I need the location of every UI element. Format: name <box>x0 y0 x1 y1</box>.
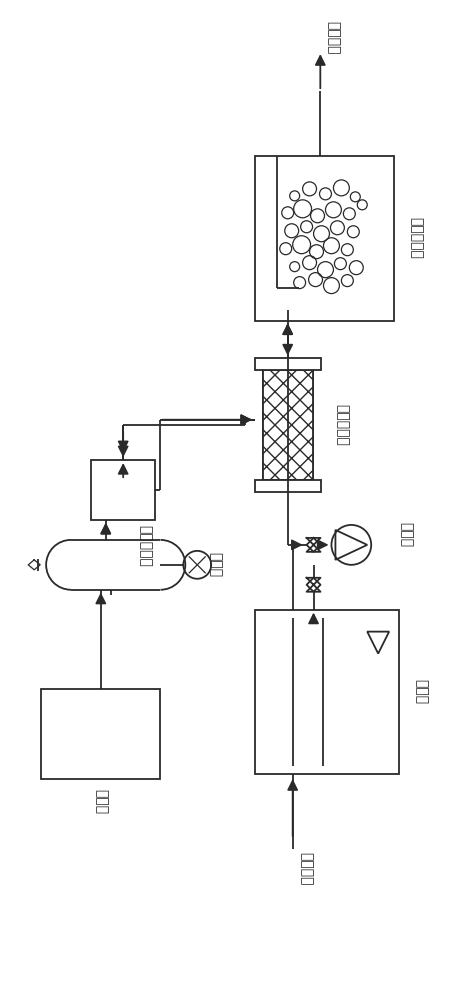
Bar <box>41 689 161 779</box>
Text: 选矿废水: 选矿废水 <box>299 852 313 886</box>
Bar <box>255 610 399 774</box>
Text: 臭氧氧化池: 臭氧氧化池 <box>409 217 423 259</box>
Text: 提升泵: 提升泵 <box>399 522 413 547</box>
Text: 后续处理: 后续处理 <box>326 21 340 55</box>
Text: 空压机: 空压机 <box>94 789 108 814</box>
Bar <box>263 370 313 480</box>
Bar <box>263 370 313 480</box>
Text: 调节池: 调节池 <box>414 679 428 705</box>
Bar <box>255 480 321 492</box>
Text: 臭氧发生器: 臭氧发生器 <box>138 525 152 567</box>
Bar <box>91 460 155 520</box>
Bar <box>263 370 313 480</box>
Text: 气水混合器: 气水混合器 <box>335 404 350 446</box>
Bar <box>255 156 394 320</box>
Text: 制氧机: 制氧机 <box>208 552 222 577</box>
Bar <box>255 358 321 370</box>
